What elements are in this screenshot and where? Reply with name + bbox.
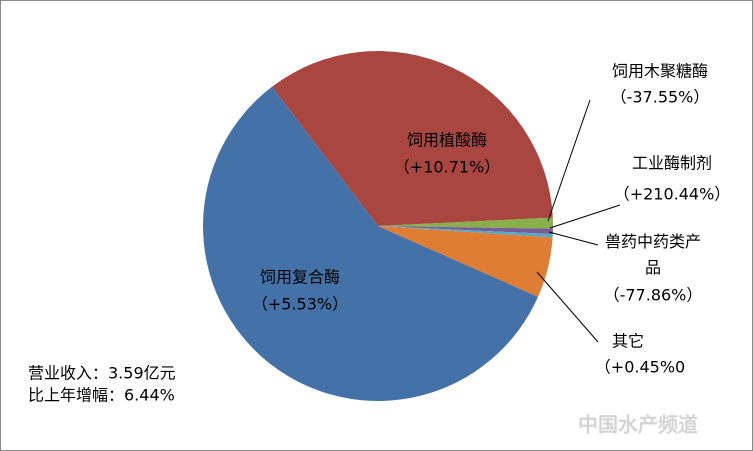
growth-label: （+210.44%）	[614, 185, 731, 204]
growth-label: （+0.45%0	[595, 358, 685, 377]
slice-label: 饲用复合酶	[260, 268, 340, 287]
growth-label: （+10.71%）	[394, 158, 500, 177]
slice-label: 其它	[612, 332, 644, 351]
pie-slice	[203, 86, 538, 401]
note: 营业收入：3.59亿元	[28, 364, 176, 383]
leader-line	[549, 204, 621, 229]
leader-line	[536, 271, 599, 343]
pie-slice	[378, 226, 553, 235]
slice-label: 兽药中药类产品	[604, 232, 701, 277]
growth-label: （-77.86%）	[604, 286, 703, 305]
slice-label: 工业酶制剂	[632, 154, 712, 173]
watermark: 中国水产频道	[578, 413, 698, 437]
pie-slice	[378, 226, 553, 297]
pie-slice	[378, 217, 553, 229]
pie-slice	[271, 51, 553, 226]
leader-line	[548, 231, 599, 246]
pie-slice	[378, 226, 553, 238]
leader-line	[547, 99, 591, 222]
slice-label: 饲用植酸酶	[407, 131, 487, 150]
slice-label: 饲用木聚糖酶	[612, 62, 708, 81]
growth-label: （+5.53%）	[252, 295, 348, 314]
note: 比上年增幅：6.44%	[28, 386, 175, 405]
growth-label: （-37.55%）	[611, 88, 710, 107]
